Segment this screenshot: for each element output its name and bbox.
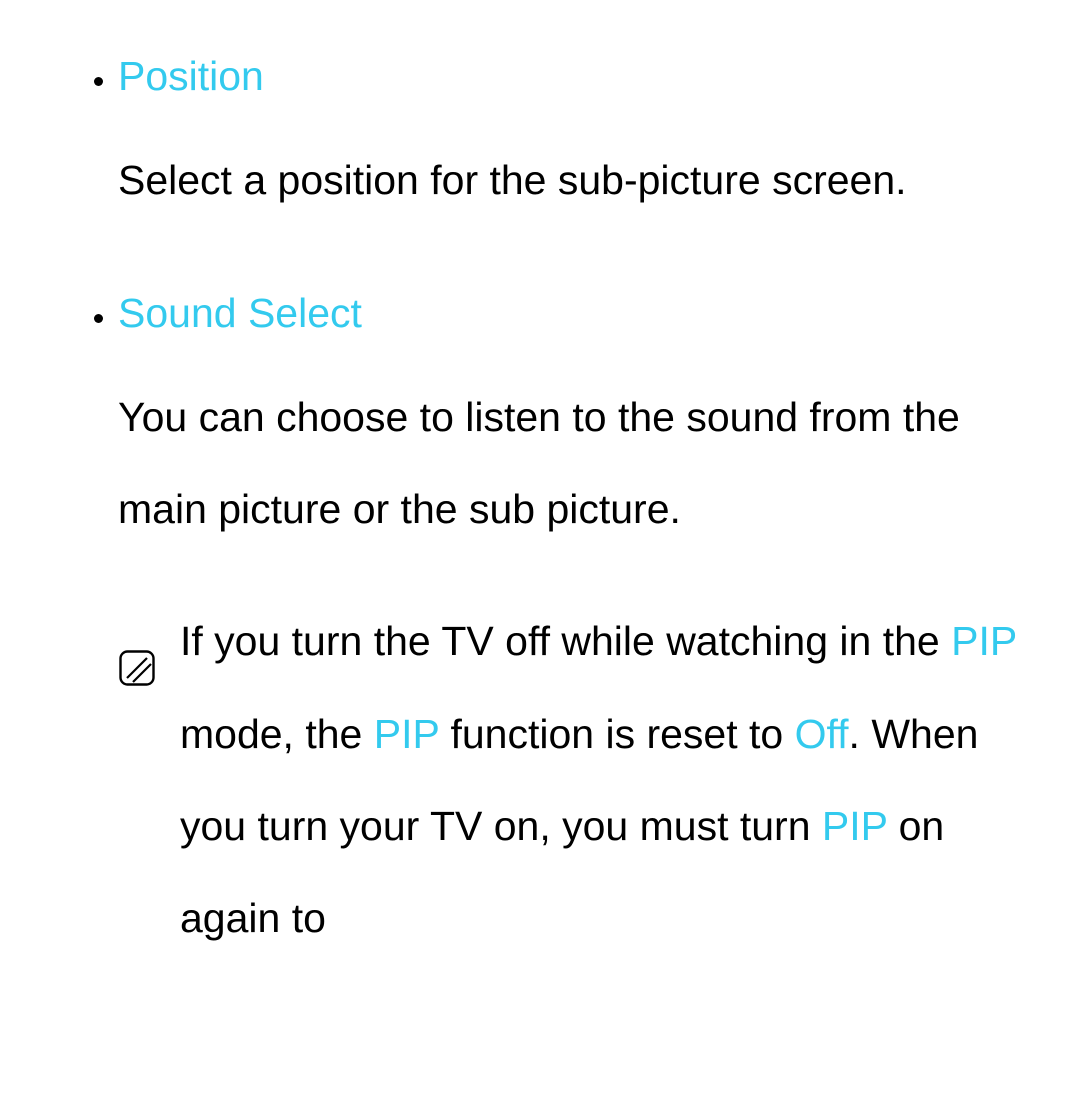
list-item-position: Position Select a position for the sub-p…	[118, 30, 1050, 227]
note-seg: function is reset to	[439, 711, 795, 757]
document-page: Position Select a position for the sub-p…	[0, 0, 1080, 1104]
item-title-position: Position	[118, 30, 1050, 122]
note-seg: If you turn the TV off while watching in…	[180, 618, 951, 664]
keyword-pip: PIP	[951, 618, 1016, 664]
keyword-pip: PIP	[822, 803, 887, 849]
note-text: If you turn the TV off while watching in…	[180, 595, 1050, 964]
keyword-pip: PIP	[374, 711, 439, 757]
note-seg: mode, the	[180, 711, 374, 757]
item-title-sound-select: Sound Select	[118, 267, 1050, 359]
item-desc-position: Select a position for the sub-picture sc…	[118, 134, 1050, 226]
keyword-off: Off	[795, 711, 849, 757]
feature-list: Position Select a position for the sub-p…	[30, 30, 1050, 555]
item-desc-sound-select: You can choose to listen to the sound fr…	[118, 371, 1050, 556]
note-icon	[118, 627, 156, 719]
list-item-sound-select: Sound Select You can choose to listen to…	[118, 267, 1050, 556]
note-block: If you turn the TV off while watching in…	[30, 595, 1050, 964]
